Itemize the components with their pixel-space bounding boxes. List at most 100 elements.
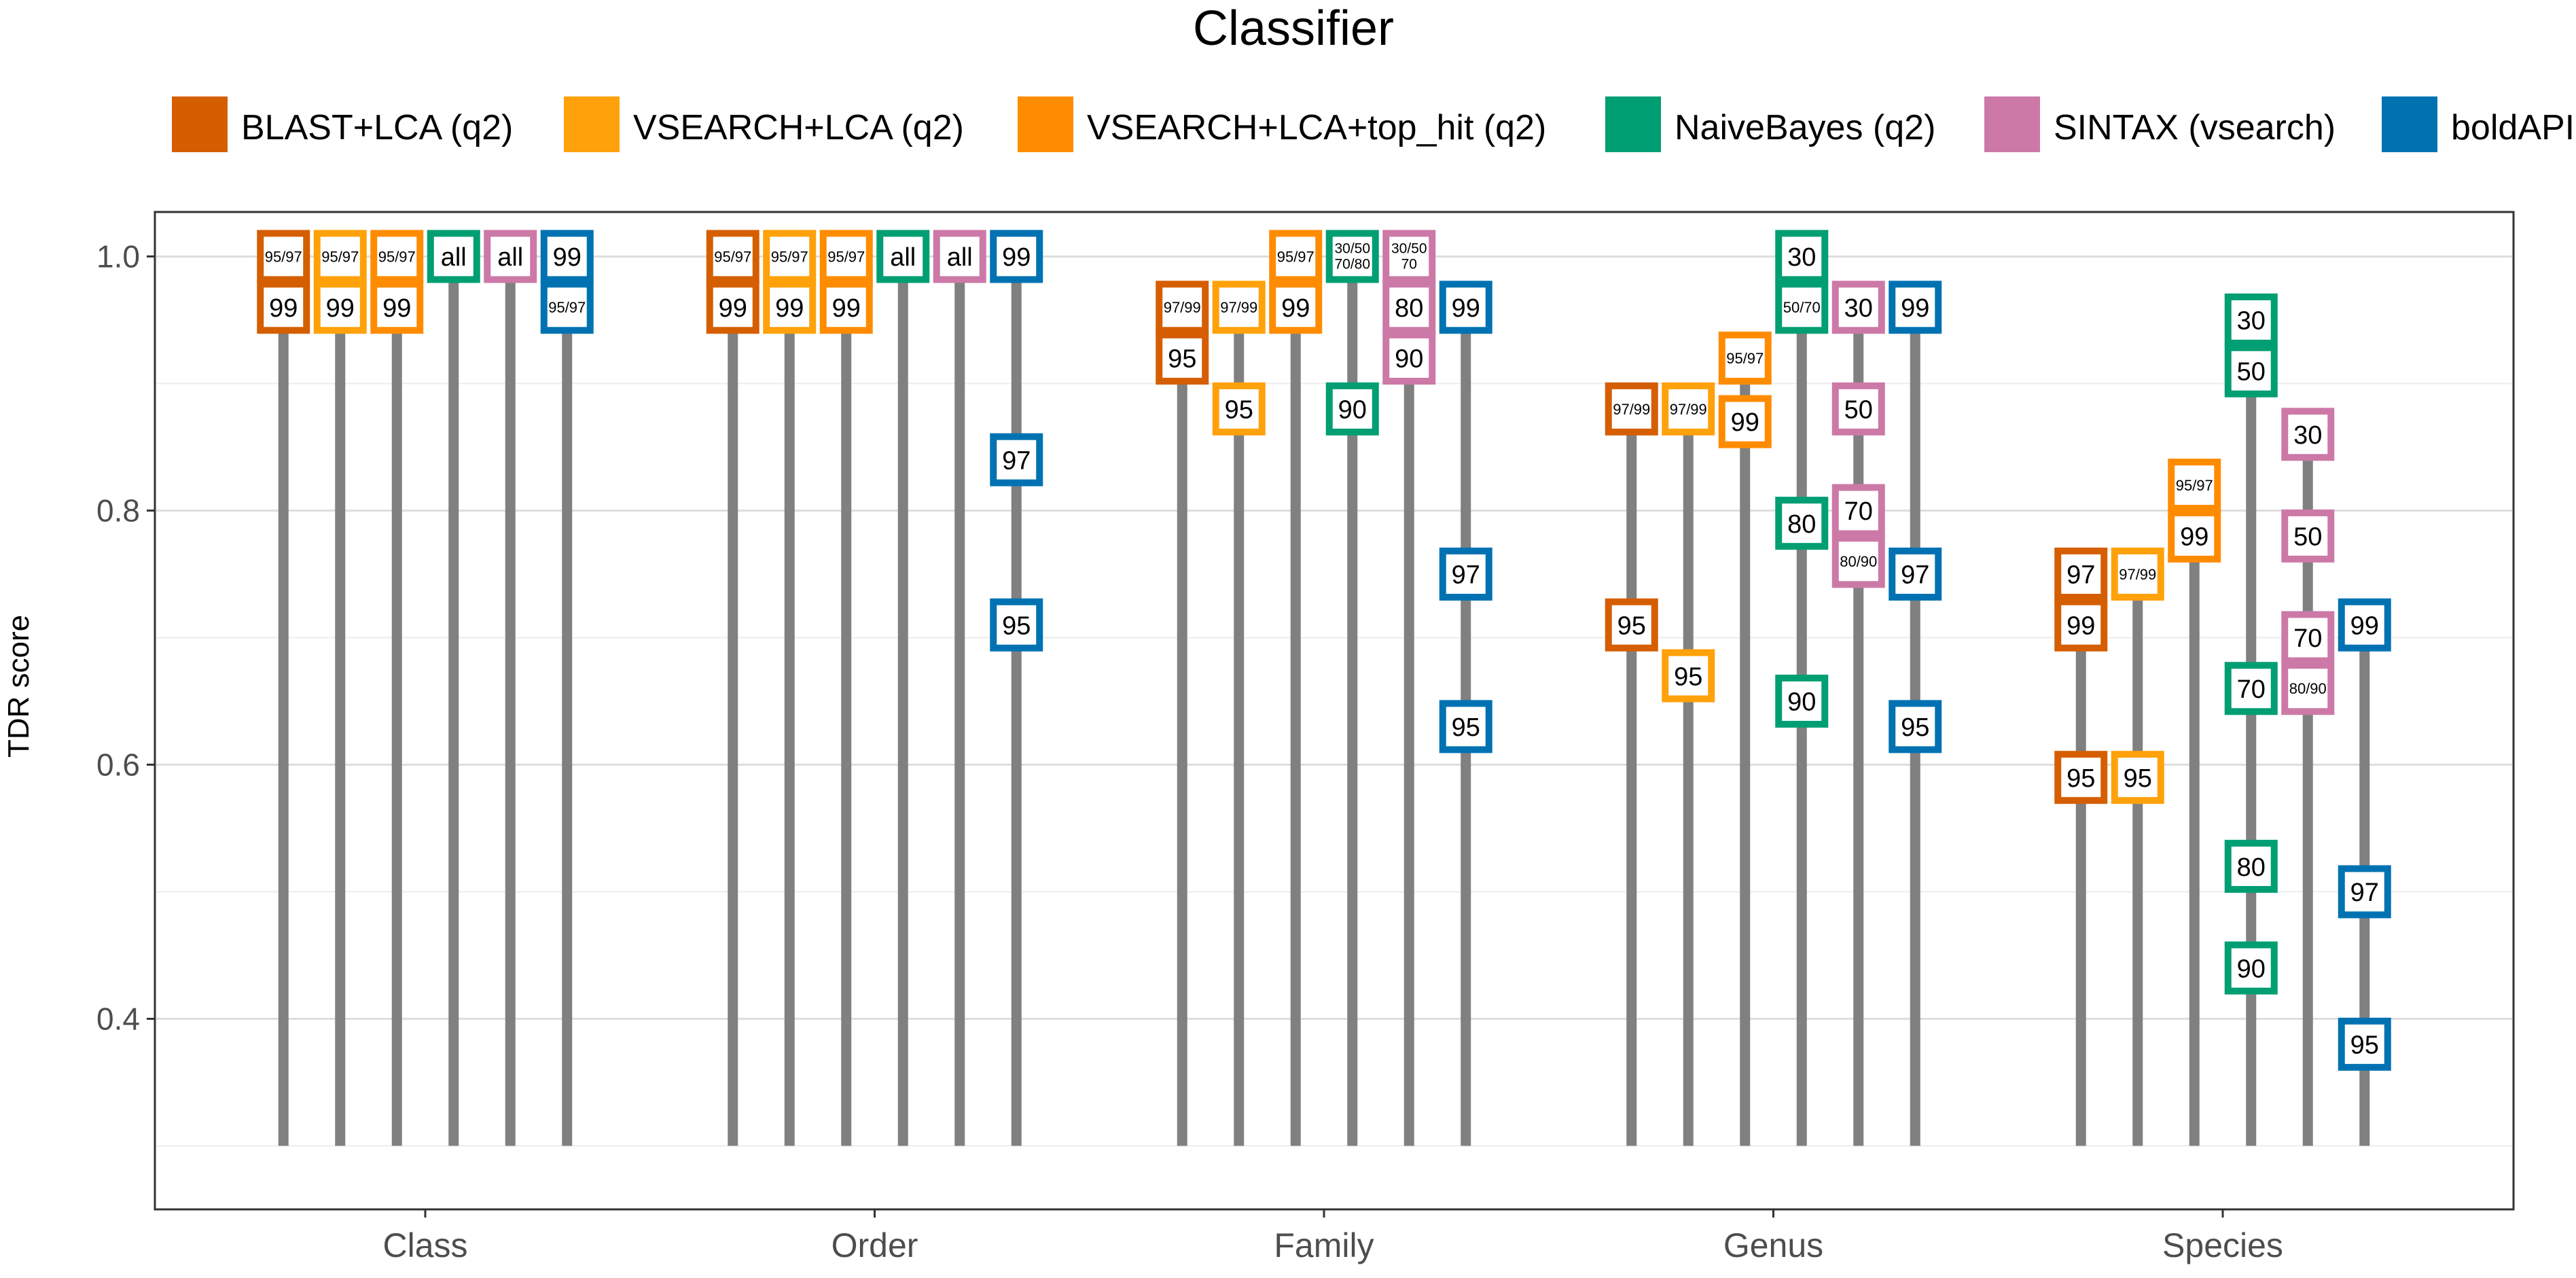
marker-label: 70 (1844, 497, 1873, 526)
marker-box (1889, 281, 1942, 334)
marker-vsearch-lca-top-hit-q2-genus-95-97: 95/97 (1718, 332, 1772, 385)
marker-label: 90 (2237, 955, 2266, 983)
marker-boldapi-class-99: 99 (540, 230, 594, 283)
marker-boldapi-species-95: 95 (2338, 1017, 2391, 1071)
marker-label: 95 (1225, 396, 1253, 425)
marker-boldapi-order-95: 95 (990, 598, 1043, 652)
marker-boldapi-family-97: 97 (1439, 547, 1492, 601)
marker-label-line: 70/80 (1334, 256, 1370, 272)
marker-vsearch-lca-q2-genus-97-99: 97/99 (1662, 382, 1715, 436)
marker-box (2281, 408, 2335, 461)
marker-box (1831, 535, 1885, 588)
marker-box (2168, 509, 2221, 563)
marker-label: 95/97 (827, 248, 865, 265)
marker-box (1439, 547, 1492, 601)
marker-vsearch-lca-q2-class-95-97: 95/97 (313, 230, 367, 283)
marker-label: 80 (1787, 510, 1816, 539)
marker-vsearch-lca-q2-order-99: 99 (763, 281, 817, 334)
marker-sintax-vsearch-species-80-90: 80/90 (2281, 662, 2335, 715)
marker-naivebayes-q2-genus-30: 30 (1775, 230, 1829, 283)
legend-swatch (564, 96, 620, 152)
marker-box (1831, 484, 1885, 537)
marker-label: 99 (382, 294, 411, 323)
y-tick-label: 0.4 (96, 1001, 140, 1036)
marker-label: 95 (2124, 764, 2152, 793)
marker-box (1775, 281, 1829, 334)
marker-label: 95/97 (1726, 350, 1764, 367)
marker-naivebayes-q2-species-80: 80 (2224, 840, 2278, 893)
marker-label: 50/70 (1783, 299, 1821, 316)
marker-label: 99 (269, 294, 298, 323)
marker-box (2054, 751, 2108, 804)
legend-swatch (2382, 96, 2437, 152)
marker-sintax-vsearch-genus-80-90: 80/90 (1831, 535, 1885, 588)
marker-box (1212, 281, 1266, 334)
marker-label: 99 (832, 294, 861, 323)
marker-label: 30 (1787, 243, 1816, 272)
x-tick-label-genus: Genus (1723, 1226, 1823, 1264)
marker-label: 95/97 (1277, 248, 1314, 265)
marker-vsearch-lca-top-hit-q2-species-95-97: 95/97 (2168, 459, 2221, 512)
marker-vsearch-lca-top-hit-q2-family-99: 99 (1269, 281, 1323, 334)
marker-box (990, 598, 1043, 652)
marker-box (370, 230, 424, 283)
marker-box (1269, 281, 1323, 334)
marker-blast-lca-q2-class-95-97: 95/97 (257, 230, 310, 283)
marker-blast-lca-q2-family-97-99: 97/99 (1156, 281, 1209, 334)
marker-label: 99 (775, 294, 804, 323)
marker-box (2281, 662, 2335, 715)
marker-label: 99 (1452, 294, 1480, 323)
marker-label: 80 (1395, 294, 1423, 323)
x-tick-label-order: Order (831, 1226, 918, 1264)
marker-label: 30/50 70/80 (1334, 241, 1370, 272)
marker-box (1775, 674, 1829, 728)
marker-box (1831, 382, 1885, 436)
marker-label: 99 (553, 243, 582, 272)
marker-box (257, 281, 310, 334)
legend-label: VSEARCH+LCA (q2) (633, 108, 964, 147)
marker-label: 50 (2237, 357, 2266, 386)
marker-blast-lca-q2-genus-97-99: 97/99 (1605, 382, 1658, 436)
marker-label: 30 (1844, 294, 1873, 323)
marker-blast-lca-q2-species-97: 97 (2054, 547, 2108, 601)
marker-label: 99 (1281, 294, 1310, 323)
marker-label: 97/99 (1613, 401, 1650, 418)
marker-box (1775, 230, 1829, 283)
marker-vsearch-lca-q2-class-99: 99 (313, 281, 367, 334)
marker-sintax-vsearch-species-30: 30 (2281, 408, 2335, 461)
marker-box (2281, 509, 2335, 563)
marker-label: 95 (1452, 713, 1480, 742)
marker-label: 95 (1002, 611, 1031, 640)
marker-boldapi-genus-95: 95 (1889, 700, 1942, 753)
marker-blast-lca-q2-species-95: 95 (2054, 751, 2108, 804)
marker-naivebayes-q2-species-30: 30 (2224, 293, 2278, 347)
legend-title: Classifier (1193, 1, 1394, 56)
marker-box (2224, 344, 2278, 397)
marker-box (876, 230, 930, 283)
legend-item-sintax-vsearch: SINTAX (vsearch) (1984, 96, 2336, 152)
marker-box (484, 230, 537, 283)
y-axis: 0.4 0.6 0.8 1.0 (96, 238, 155, 1036)
marker-label: 97/99 (1670, 401, 1707, 418)
x-tick-label-species: Species (2162, 1226, 2283, 1264)
marker-box (1718, 395, 1772, 448)
marker-box (763, 230, 817, 283)
marker-box (2281, 611, 2335, 664)
legend-item-naivebayes-q2: NaiveBayes (q2) (1605, 96, 1935, 152)
marker-box (1212, 382, 1266, 436)
marker-label: all (441, 243, 467, 272)
marker-label: 80 (2237, 853, 2266, 882)
marker-label: 95/97 (714, 248, 751, 265)
marker-label: 30/50 70 (1391, 241, 1427, 272)
marker-label: 95/97 (378, 248, 416, 265)
marker-label-line: 70 (1401, 256, 1417, 272)
marker-label: 90 (1338, 396, 1367, 425)
marker-naivebayes-q2-order-all: all (876, 230, 930, 283)
marker-box (2054, 547, 2108, 601)
marker-boldapi-family-99: 99 (1439, 281, 1492, 334)
marker-label: 99 (1002, 243, 1031, 272)
marker-sintax-vsearch-genus-50: 50 (1831, 382, 1885, 436)
marker-box (706, 230, 759, 283)
marker-box (706, 281, 759, 334)
marker-vsearch-lca-q2-family-95: 95 (1212, 382, 1266, 436)
